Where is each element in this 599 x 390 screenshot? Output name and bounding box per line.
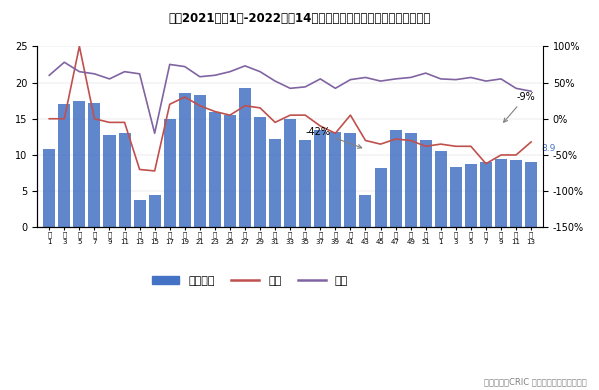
- Text: -9%: -9%: [504, 92, 535, 122]
- Bar: [314, 129, 326, 227]
- Bar: [179, 93, 191, 227]
- Legend: 成交面积, 同比, 环比: 成交面积, 同比, 环比: [147, 272, 352, 291]
- Bar: [134, 200, 146, 227]
- Bar: [224, 115, 236, 227]
- Bar: [420, 140, 432, 227]
- Bar: [73, 101, 86, 227]
- Bar: [209, 112, 221, 227]
- Bar: [495, 159, 507, 227]
- Bar: [239, 88, 251, 227]
- Bar: [359, 195, 371, 227]
- Bar: [164, 119, 176, 227]
- Bar: [300, 140, 311, 227]
- Bar: [510, 160, 522, 227]
- Bar: [104, 135, 116, 227]
- Bar: [269, 139, 281, 227]
- Bar: [58, 104, 70, 227]
- Bar: [149, 195, 161, 227]
- Bar: [450, 167, 462, 227]
- Bar: [43, 149, 55, 227]
- Bar: [344, 133, 356, 227]
- Text: -42%: -42%: [305, 127, 362, 148]
- Bar: [465, 164, 477, 227]
- Text: 图：2021年第1周-2022年第14周佛山二手住房成交面积（万平方米）: 图：2021年第1周-2022年第14周佛山二手住房成交面积（万平方米）: [168, 12, 431, 25]
- Bar: [119, 133, 131, 227]
- Bar: [254, 117, 266, 227]
- Bar: [329, 132, 341, 227]
- Bar: [89, 103, 101, 227]
- Bar: [374, 168, 386, 227]
- Bar: [480, 162, 492, 227]
- Bar: [194, 95, 206, 227]
- Bar: [525, 162, 537, 227]
- Bar: [404, 133, 417, 227]
- Text: 8.9: 8.9: [541, 144, 556, 153]
- Bar: [435, 151, 447, 227]
- Text: 数据来源：CRIC 中国房地产决策咨询系统: 数据来源：CRIC 中国房地产决策咨询系统: [484, 377, 587, 386]
- Bar: [284, 119, 297, 227]
- Bar: [389, 129, 401, 227]
